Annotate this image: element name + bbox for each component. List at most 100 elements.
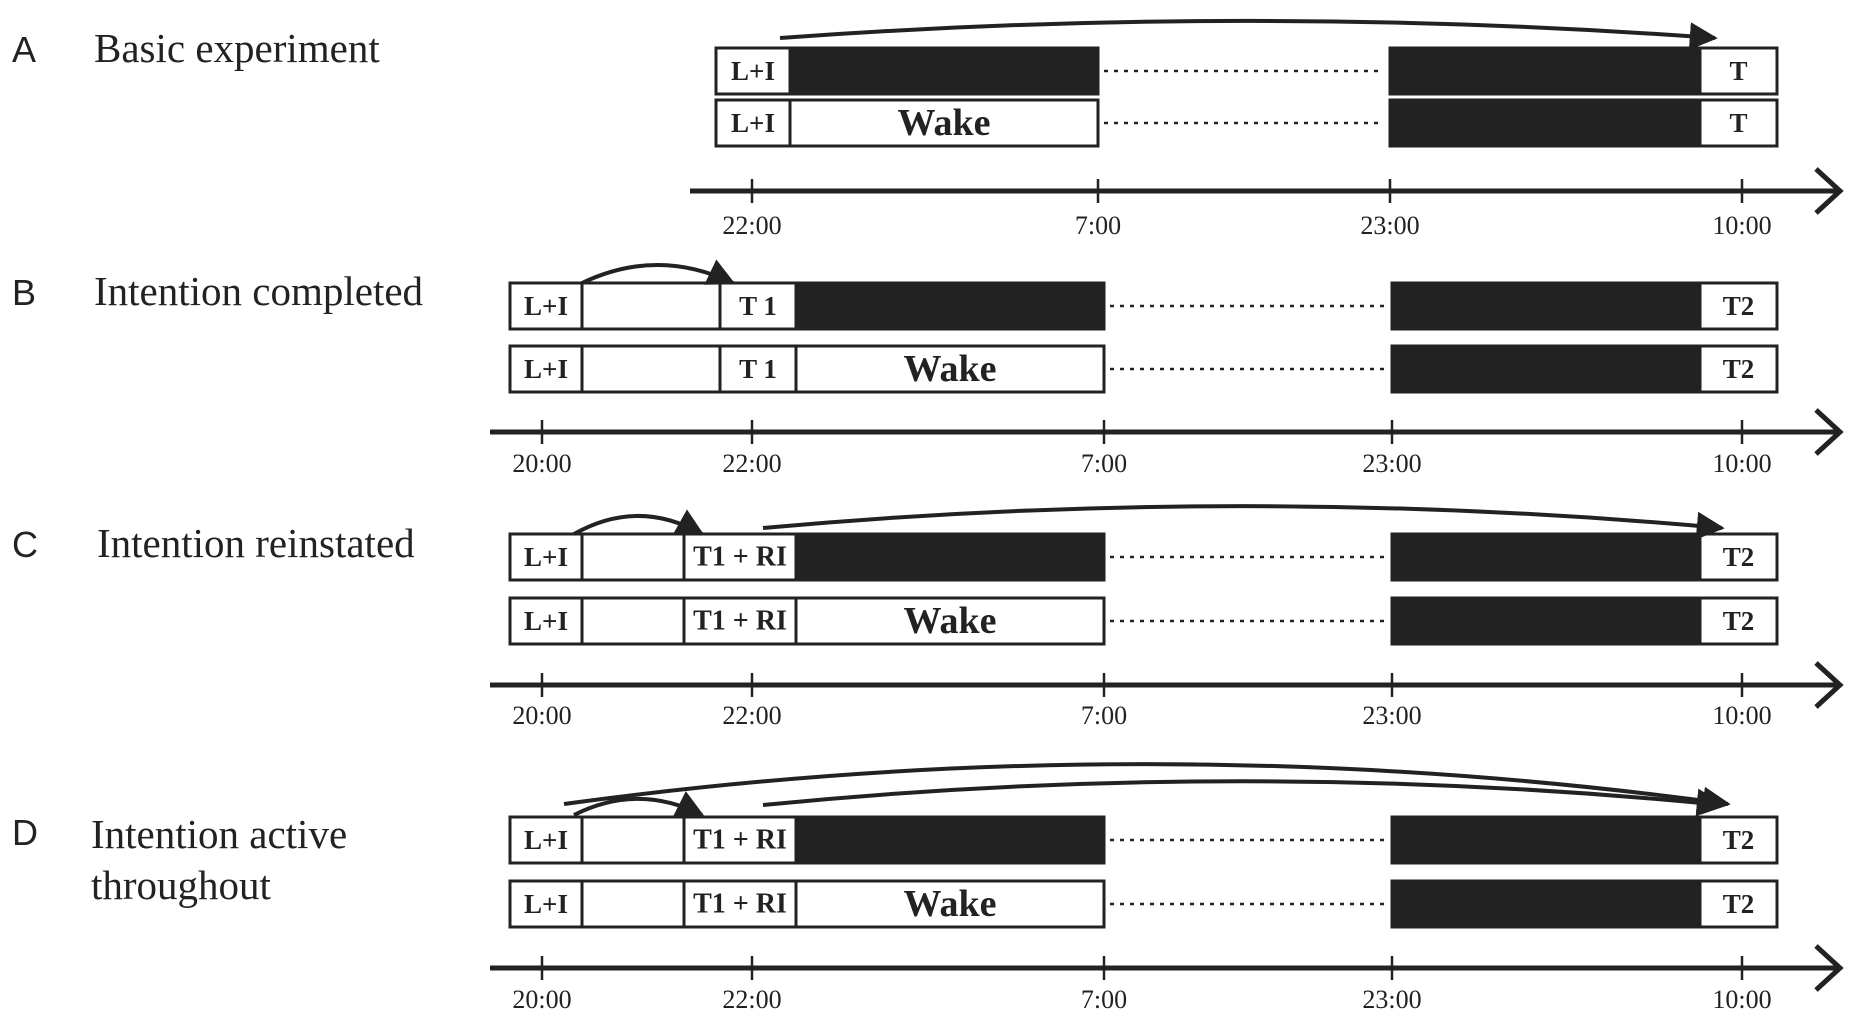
panel-title: Intention reinstated (97, 520, 415, 566)
l-i-block (508, 532, 584, 582)
panel-letter: A (12, 29, 36, 70)
block-label: L+I (731, 56, 775, 86)
axis-arrowhead (1814, 167, 1844, 215)
sleep-block (788, 46, 1100, 96)
block-label: Sleep (1503, 348, 1590, 390)
tick-label: 22:00 (722, 211, 781, 240)
block-label: T2 (1723, 825, 1755, 855)
intention-arrow (762, 779, 1725, 817)
l-i-block (508, 281, 584, 331)
retention-interval-block (580, 879, 686, 929)
tick-label: 20:00 (512, 985, 571, 1014)
panel-b: B Intention completed L+I T 1 Sleep Sleep T2L+… (12, 259, 1844, 478)
block-label: Wake (898, 102, 991, 144)
wake-block (788, 98, 1100, 148)
sleep-condition-row: L+I T1 + RI Sleep Sleep T2 (508, 815, 1779, 865)
t-block (1698, 46, 1779, 96)
tick-label: 22:00 (722, 701, 781, 730)
retention-interval-block (580, 281, 722, 331)
panel-title: throughout (91, 862, 272, 908)
panel-title: Intention active (91, 811, 347, 857)
wake-block (794, 879, 1106, 929)
tick-label: 20:00 (512, 449, 571, 478)
tick-label: 23:00 (1362, 701, 1421, 730)
t2-block (1698, 344, 1779, 394)
block-label: T1 + RI (693, 606, 787, 637)
time-axis: 22:00 7:00 23:00 10:00 (690, 167, 1844, 240)
intention-arrow (779, 18, 1718, 51)
t2-block (1698, 879, 1779, 929)
wake-condition-row: L+I T1 + RI Wake Sleep T2 (508, 596, 1779, 646)
block-label: T1 + RI (693, 542, 787, 573)
block-label: Wake (904, 883, 997, 925)
intention-arrow (563, 762, 1731, 815)
t-1-block (718, 281, 798, 331)
block-label: Sleep (907, 819, 994, 861)
block-label: T2 (1723, 606, 1755, 636)
tick-label: 7:00 (1081, 701, 1127, 730)
sleep-block (1388, 98, 1702, 148)
tick-label: 10:00 (1712, 449, 1771, 478)
panel-c: C Intention reinstated L+I T1 + RI Sleep Slee… (12, 504, 1844, 730)
panel-a: A Basic experiment L+I Sleep Sleep T L+I Wake Sl… (12, 18, 1844, 240)
sleep-condition-row: L+I Sleep Sleep T (714, 46, 1779, 96)
axis-arrowhead (1814, 408, 1844, 456)
block-label: T 1 (739, 291, 777, 321)
wake-block (794, 596, 1106, 646)
l-i-block (508, 815, 584, 865)
t-block (1698, 98, 1779, 148)
tick-label: 7:00 (1075, 211, 1121, 240)
block-label: T1 + RI (693, 825, 787, 856)
tick-label: 23:00 (1362, 985, 1421, 1014)
block-label: Sleep (1503, 285, 1590, 327)
axis-arrowhead (1814, 661, 1844, 709)
t2-block (1698, 815, 1779, 865)
sleep-block (1390, 532, 1702, 582)
t1-ri-block (682, 815, 798, 865)
retention-interval-block (580, 344, 722, 394)
block-label: L+I (524, 606, 568, 636)
t1-ri-block (682, 596, 798, 646)
sleep-condition-row: L+I T 1 Sleep Sleep T2 (508, 281, 1779, 331)
sleep-block (1390, 879, 1702, 929)
t2-block (1698, 281, 1779, 331)
panel-letter: C (12, 524, 38, 565)
wake-condition-row: L+I T1 + RI Wake Sleep T2 (508, 879, 1779, 929)
retention-interval-block (580, 596, 686, 646)
time-axis: 20:00 22:00 7:00 23:00 10:00 (490, 944, 1844, 1014)
tick-label: 10:00 (1712, 211, 1771, 240)
tick-label: 7:00 (1081, 449, 1127, 478)
sleep-block (794, 532, 1106, 582)
block-label: T 1 (739, 354, 777, 384)
t1-ri-block (682, 532, 798, 582)
block-label: T2 (1723, 889, 1755, 919)
wake-condition-row: L+I T 1 Wake Sleep T2 (508, 344, 1779, 394)
sleep-block (1390, 281, 1702, 331)
t2-block (1698, 596, 1779, 646)
block-label: T2 (1723, 354, 1755, 384)
panel-d: D Intention active throughout L+I T1 + RI Sle… (12, 762, 1844, 1014)
l-i-block (714, 46, 792, 96)
block-label: Sleep (901, 50, 988, 92)
sleep-condition-row: L+I T1 + RI Sleep Sleep T2 (508, 532, 1779, 582)
block-label: Sleep (1503, 883, 1590, 925)
panel-letter: D (12, 812, 38, 853)
wake-condition-row: L+I Wake Sleep T (714, 98, 1779, 148)
block-label: Sleep (907, 536, 994, 578)
block-label: T (1729, 56, 1747, 86)
tick-label: 23:00 (1360, 211, 1419, 240)
block-label: T2 (1723, 542, 1755, 572)
intention-arrow (762, 504, 1725, 540)
block-label: L+I (524, 889, 568, 919)
panel-letter: B (12, 272, 36, 313)
tick-label: 23:00 (1362, 449, 1421, 478)
block-label: L+I (731, 108, 775, 138)
block-label: L+I (524, 542, 568, 572)
block-label: L+I (524, 291, 568, 321)
block-label: Sleep (1503, 819, 1590, 861)
block-label: L+I (524, 825, 568, 855)
block-label: T2 (1723, 291, 1755, 321)
panel-title: Basic experiment (94, 25, 380, 71)
block-label: Sleep (907, 285, 994, 327)
